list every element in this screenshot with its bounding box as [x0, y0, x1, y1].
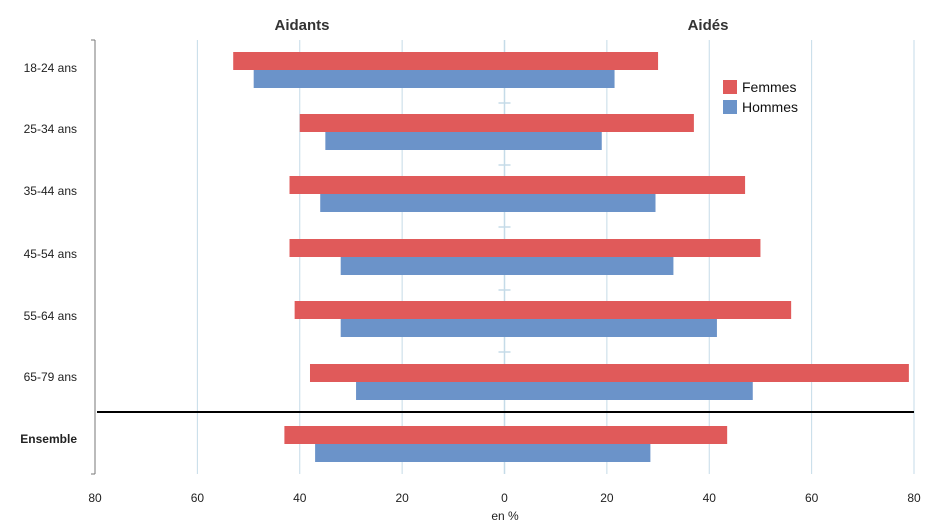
bar-aides-femmes-2: [504, 114, 694, 132]
bar-aidants-hommes-1: [253, 70, 505, 88]
legend-swatch-hommes: [723, 100, 737, 114]
category-label-5: 55-64 ans: [24, 309, 77, 323]
x-tick-label: 60: [191, 491, 205, 505]
bar-aides-hommes-5: [504, 319, 717, 337]
category-label-4: 45-54 ans: [24, 247, 77, 261]
bar-aides-femmes-7: [504, 426, 728, 444]
bar-aides-hommes-7: [504, 444, 651, 462]
bar-aidants-hommes-7: [315, 444, 505, 462]
bar-aidants-femmes-2: [299, 114, 505, 132]
bar-aides-femmes-4: [504, 239, 761, 257]
bar-aidants-femmes-7: [284, 426, 505, 444]
x-tick-label: 20: [600, 491, 614, 505]
x-tick-label: 80: [907, 491, 921, 505]
category-label-7: Ensemble: [20, 432, 77, 446]
bar-aidants-femmes-5: [294, 301, 505, 319]
header-aidants: Aidants: [274, 17, 329, 34]
legend-swatch-femmes: [723, 80, 737, 94]
bar-aides-hommes-1: [504, 70, 615, 88]
bar-aidants-hommes-2: [325, 132, 505, 150]
x-tick-label: 20: [395, 491, 409, 505]
x-tick-label: 0: [501, 491, 508, 505]
category-label-6: 65-79 ans: [24, 370, 77, 384]
x-tick-label: 60: [805, 491, 819, 505]
labels: 18-24 ans 25-34 ans 35-44 ans 45-54 ans 55-6…: [20, 61, 921, 505]
legend: Femmes Hommes: [723, 79, 798, 115]
bars: [233, 52, 909, 462]
bar-aidants-femmes-4: [289, 239, 505, 257]
bar-aides-hommes-3: [504, 194, 656, 212]
bar-aides-femmes-5: [504, 301, 792, 319]
legend-label-femmes: Femmes: [742, 79, 796, 95]
legend-label-hommes: Hommes: [742, 99, 798, 115]
bar-aidants-femmes-3: [289, 176, 505, 194]
bar-aidants-hommes-6: [356, 382, 505, 400]
bar-aides-femmes-6: [504, 364, 909, 382]
bar-aidants-hommes-3: [320, 194, 505, 212]
bar-aidants-hommes-5: [340, 319, 505, 337]
bar-aides-hommes-2: [504, 132, 602, 150]
x-tick-label: 40: [293, 491, 307, 505]
bar-aides-femmes-1: [504, 52, 659, 70]
bar-aides-femmes-3: [504, 176, 746, 194]
x-tick-label: 80: [88, 491, 102, 505]
bar-aidants-hommes-4: [340, 257, 505, 275]
bar-aidants-femmes-6: [309, 364, 505, 382]
category-label-3: 35-44 ans: [24, 184, 77, 198]
bar-aides-hommes-6: [504, 382, 753, 400]
bar-aides-hommes-4: [504, 257, 674, 275]
category-label-1: 18-24 ans: [24, 61, 77, 75]
bar-aidants-femmes-1: [233, 52, 505, 70]
x-tick-label: 40: [703, 491, 717, 505]
category-label-2: 25-34 ans: [24, 122, 77, 136]
header-aides: Aidés: [688, 17, 729, 34]
x-axis-label: en %: [491, 509, 519, 523]
